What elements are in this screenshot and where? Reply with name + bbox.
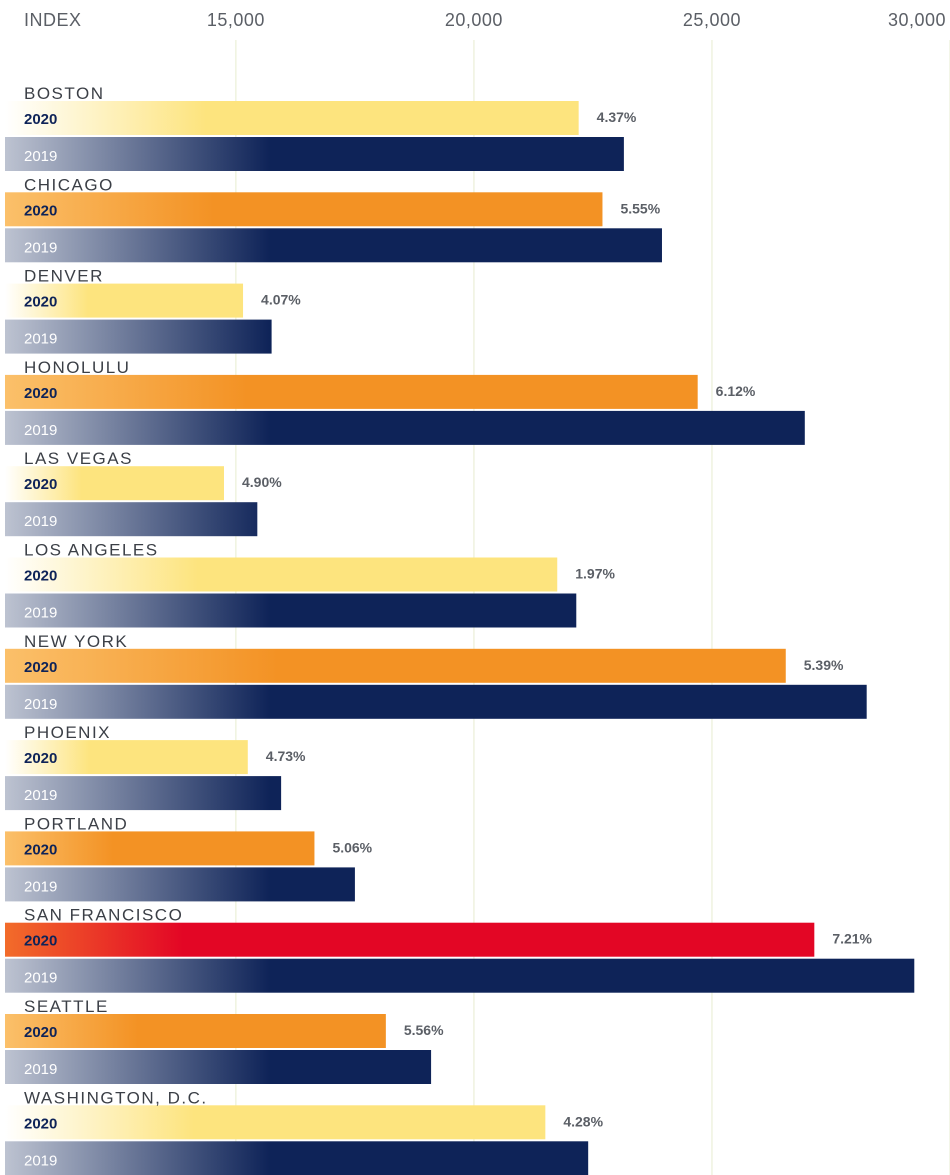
bar-2020 <box>5 101 579 135</box>
year-label-2020: 2020 <box>24 1115 57 1132</box>
change-label: 5.55% <box>620 200 660 216</box>
change-label: 5.39% <box>804 657 844 673</box>
bar-2019 <box>5 958 915 993</box>
x-tick-label: 15,000 <box>207 10 265 30</box>
bars <box>5 101 915 1175</box>
bar-2020 <box>5 831 315 866</box>
year-label-2020: 2020 <box>24 933 57 950</box>
change-label: 7.21% <box>832 931 872 947</box>
bar-2020 <box>5 466 224 501</box>
city-label: PHOENIX <box>24 723 111 742</box>
bar-2019 <box>5 867 355 902</box>
bar-2019 <box>5 684 867 719</box>
year-label-2019: 2019 <box>24 331 57 348</box>
x-tick-label: 25,000 <box>683 10 741 30</box>
city-label: DENVER <box>24 267 104 286</box>
year-label-2020: 2020 <box>24 476 57 493</box>
bar-2019 <box>5 1141 589 1175</box>
year-label-2019: 2019 <box>24 1061 57 1078</box>
bar-2020 <box>5 922 815 957</box>
year-label-2019: 2019 <box>24 696 57 713</box>
year-label-2020: 2020 <box>24 568 57 585</box>
city-label: BOSTON <box>24 84 104 103</box>
city-label: HONOLULU <box>24 358 130 377</box>
change-label: 5.56% <box>404 1022 444 1038</box>
bar-2020 <box>5 740 248 775</box>
year-label-2019: 2019 <box>24 422 57 439</box>
bar-2019 <box>5 502 258 537</box>
change-label: 4.37% <box>597 109 637 125</box>
x-axis: INDEX 15,000 20,000 25,000 30,000 <box>24 10 946 30</box>
city-label: WASHINGTON, D.C. <box>24 1088 208 1107</box>
year-label-2019: 2019 <box>24 513 57 530</box>
bar-2020 <box>5 557 558 592</box>
year-label-2020: 2020 <box>24 750 57 767</box>
city-label: NEW YORK <box>24 632 128 651</box>
year-label-2019: 2019 <box>24 239 57 256</box>
bar-2019 <box>5 776 282 811</box>
year-label-2020: 2020 <box>24 111 57 128</box>
bar-2019 <box>5 228 662 263</box>
bar-2020 <box>5 192 603 227</box>
x-tick-label: 30,000 <box>888 10 946 30</box>
x-axis-title: INDEX <box>24 10 82 30</box>
bar-2019 <box>5 1050 432 1084</box>
year-label-2020: 2020 <box>24 294 57 311</box>
bar-2020 <box>5 1105 546 1140</box>
year-label-2019: 2019 <box>24 605 57 622</box>
year-label-2019: 2019 <box>24 787 57 804</box>
year-label-2020: 2020 <box>24 659 57 676</box>
bar-2020 <box>5 283 244 318</box>
bar-2019 <box>5 410 805 445</box>
city-label: LAS VEGAS <box>24 449 133 468</box>
x-tick-label: 20,000 <box>445 10 503 30</box>
change-label: 4.90% <box>242 474 282 490</box>
city-label: SAN FRANCISCO <box>24 906 183 925</box>
city-label: LOS ANGELES <box>24 541 159 560</box>
city-label: CHICAGO <box>24 175 114 194</box>
year-label-2019: 2019 <box>24 1152 57 1169</box>
change-label: 4.73% <box>266 748 306 764</box>
labels: BOSTON 2020 4.37% 2019 CHICAGO 2020 5.55% 2019 D… <box>24 84 873 1169</box>
year-label-2019: 2019 <box>24 878 57 895</box>
city-label: PORTLAND <box>24 814 128 833</box>
bar-2019 <box>5 137 624 171</box>
year-label-2019: 2019 <box>24 970 57 987</box>
year-label-2020: 2020 <box>24 385 57 402</box>
city-label: SEATTLE <box>24 997 109 1016</box>
bar-2020 <box>5 374 698 409</box>
change-label: 5.06% <box>332 839 372 855</box>
change-label: 6.12% <box>716 383 756 399</box>
bar-2019 <box>5 319 272 354</box>
bar-2020 <box>5 648 786 683</box>
change-label: 4.07% <box>261 292 301 308</box>
bar-2019 <box>5 593 577 628</box>
year-label-2019: 2019 <box>24 148 57 165</box>
year-label-2020: 2020 <box>24 1024 57 1041</box>
change-label: 1.97% <box>575 566 615 582</box>
change-label: 4.28% <box>563 1113 603 1129</box>
year-label-2020: 2020 <box>24 841 57 858</box>
year-label-2020: 2020 <box>24 202 57 219</box>
bar-2020 <box>5 1014 386 1048</box>
